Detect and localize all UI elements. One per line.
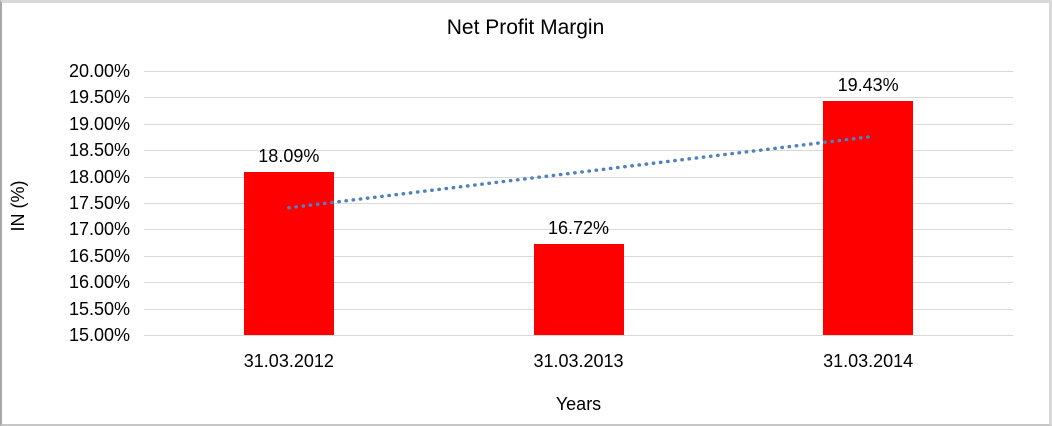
y-tick-label: 18.00% (68, 166, 130, 187)
bar-value-label: 18.09% (258, 145, 320, 166)
gridline (144, 71, 1013, 72)
y-tick-label: 19.50% (68, 87, 130, 108)
y-tick-label: 17.00% (68, 219, 130, 240)
bar (533, 244, 624, 335)
y-tick-label: 15.50% (68, 298, 130, 319)
gridline (144, 123, 1013, 125)
x-category-label: 31.03.2013 (533, 351, 624, 371)
y-tick-label: 16.00% (68, 272, 130, 293)
bar-value-label: 19.43% (837, 75, 899, 96)
y-tick-label: 17.50% (68, 193, 130, 213)
chart-title: Net Profit Margin (446, 16, 605, 39)
bar (243, 171, 334, 335)
bar-value-label: 16.72% (547, 218, 610, 239)
y-tick-label: 19.00% (68, 113, 130, 134)
gridline (144, 97, 1013, 99)
gridline (144, 229, 1013, 231)
x-category-label: 31.03.2014 (823, 351, 914, 371)
x-category-label: 31.03.2012 (243, 351, 334, 371)
trendline (287, 135, 870, 210)
y-axis-title: IN (%) (8, 180, 28, 232)
bar (823, 101, 914, 335)
x-axis-title: Years (555, 394, 602, 414)
y-tick-label: 15.00% (68, 325, 130, 345)
y-tick-label: 20.00% (68, 61, 130, 81)
gridline (144, 335, 1013, 336)
y-tick-label: 18.50% (68, 140, 130, 161)
y-tick-label: 16.50% (68, 245, 130, 266)
